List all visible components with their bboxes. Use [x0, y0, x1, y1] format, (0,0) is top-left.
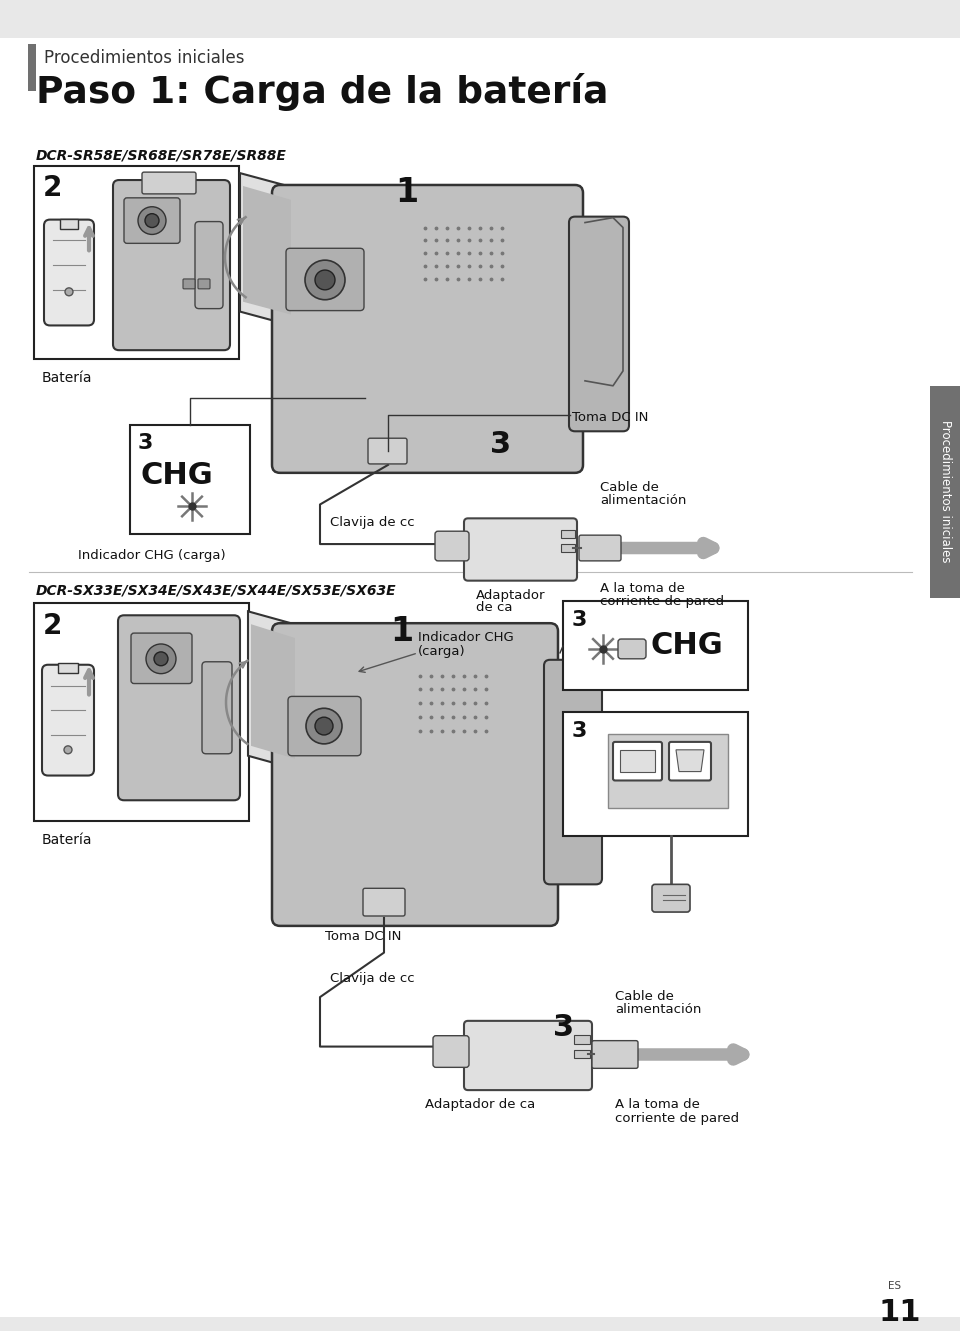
Bar	[574, 1050, 590, 1058]
FancyBboxPatch shape	[669, 741, 711, 780]
Bar	[561, 544, 575, 552]
FancyBboxPatch shape	[272, 623, 558, 926]
FancyBboxPatch shape	[142, 172, 196, 194]
Text: DCR-SX33E/SX34E/SX43E/SX44E/SX53E/SX63E: DCR-SX33E/SX34E/SX43E/SX44E/SX53E/SX63E	[36, 583, 396, 598]
Text: Batería: Batería	[42, 371, 92, 385]
Text: 11: 11	[878, 1298, 922, 1327]
Text: 3: 3	[572, 721, 588, 741]
FancyBboxPatch shape	[198, 280, 210, 289]
Text: Batería: Batería	[42, 833, 92, 847]
Bar	[28, 44, 36, 91]
FancyBboxPatch shape	[363, 888, 405, 916]
FancyBboxPatch shape	[195, 221, 223, 309]
Text: 1: 1	[390, 615, 413, 648]
Text: Adaptador de ca: Adaptador de ca	[425, 1098, 536, 1111]
Circle shape	[315, 270, 335, 290]
Bar	[34, 166, 239, 359]
Text: Adaptador: Adaptador	[476, 588, 545, 602]
Circle shape	[306, 708, 342, 744]
Circle shape	[138, 206, 166, 234]
Text: 1: 1	[395, 176, 419, 209]
FancyBboxPatch shape	[652, 884, 690, 912]
Bar	[563, 602, 748, 691]
Text: Cable de: Cable de	[600, 480, 659, 494]
Bar	[34, 603, 249, 821]
FancyBboxPatch shape	[131, 634, 192, 684]
Bar	[608, 733, 728, 808]
FancyBboxPatch shape	[435, 531, 469, 560]
Bar	[930, 386, 960, 599]
Text: 2: 2	[43, 612, 62, 640]
Text: Paso 1: Carga de la batería: Paso 1: Carga de la batería	[36, 73, 609, 112]
FancyBboxPatch shape	[464, 518, 577, 580]
FancyBboxPatch shape	[579, 535, 621, 560]
Text: 3: 3	[572, 611, 588, 631]
Text: DCR-SR58E/SR68E/SR78E/SR88E: DCR-SR58E/SR68E/SR78E/SR88E	[36, 148, 287, 162]
Bar	[574, 1034, 590, 1044]
FancyBboxPatch shape	[272, 185, 583, 473]
Circle shape	[305, 260, 345, 299]
Circle shape	[65, 287, 73, 295]
FancyBboxPatch shape	[618, 639, 646, 659]
Text: corriente de pared: corriente de pared	[615, 1111, 739, 1125]
Text: Procedimientos iniciales: Procedimientos iniciales	[939, 421, 951, 563]
Bar	[0, 0, 960, 37]
Text: alimentación: alimentación	[600, 494, 686, 507]
Text: Cable de: Cable de	[615, 990, 674, 1004]
Text: A la toma de: A la toma de	[600, 582, 684, 595]
Text: Indicador CHG (carga): Indicador CHG (carga)	[78, 548, 226, 562]
FancyBboxPatch shape	[592, 1041, 638, 1069]
FancyBboxPatch shape	[613, 741, 662, 780]
Polygon shape	[676, 749, 704, 772]
Polygon shape	[240, 173, 295, 326]
Circle shape	[145, 214, 159, 228]
FancyBboxPatch shape	[183, 280, 195, 289]
FancyBboxPatch shape	[569, 217, 629, 431]
Text: corriente de pared: corriente de pared	[600, 595, 724, 607]
FancyBboxPatch shape	[368, 438, 407, 465]
Bar	[620, 749, 655, 772]
Bar	[561, 530, 575, 538]
Polygon shape	[248, 611, 298, 769]
Text: Procedimientos iniciales: Procedimientos iniciales	[44, 49, 245, 68]
Text: (carga): (carga)	[418, 646, 466, 658]
Text: 3: 3	[138, 434, 154, 454]
Text: ES: ES	[888, 1280, 901, 1291]
FancyBboxPatch shape	[464, 1021, 592, 1090]
Text: CHG: CHG	[651, 631, 724, 660]
Bar	[130, 426, 250, 534]
Circle shape	[315, 717, 333, 735]
FancyBboxPatch shape	[288, 696, 361, 756]
FancyBboxPatch shape	[124, 198, 180, 244]
FancyBboxPatch shape	[433, 1036, 469, 1067]
Circle shape	[154, 652, 168, 666]
Text: Indicador CHG: Indicador CHG	[418, 631, 514, 644]
Text: Toma DC IN: Toma DC IN	[572, 410, 648, 423]
Text: A la toma de: A la toma de	[615, 1098, 700, 1111]
Text: Toma DC IN: Toma DC IN	[325, 930, 401, 942]
FancyBboxPatch shape	[286, 249, 364, 310]
FancyBboxPatch shape	[44, 220, 94, 326]
Text: Clavija de cc: Clavija de cc	[330, 516, 415, 530]
FancyBboxPatch shape	[202, 662, 232, 753]
Text: Clavija de cc: Clavija de cc	[330, 973, 415, 985]
Circle shape	[64, 745, 72, 753]
Text: 3: 3	[490, 430, 511, 459]
Polygon shape	[251, 624, 295, 759]
Text: alimentación: alimentación	[615, 1004, 702, 1016]
FancyBboxPatch shape	[118, 615, 240, 800]
Bar	[563, 712, 748, 836]
Bar	[58, 663, 78, 672]
Text: CHG: CHG	[140, 461, 213, 490]
Text: 2: 2	[43, 174, 62, 202]
Polygon shape	[243, 186, 291, 314]
Text: 3: 3	[553, 1013, 574, 1042]
Bar	[60, 218, 78, 229]
FancyBboxPatch shape	[544, 660, 602, 884]
FancyBboxPatch shape	[42, 664, 94, 776]
Text: de ca: de ca	[476, 602, 513, 615]
FancyBboxPatch shape	[113, 180, 230, 350]
Circle shape	[146, 644, 176, 673]
